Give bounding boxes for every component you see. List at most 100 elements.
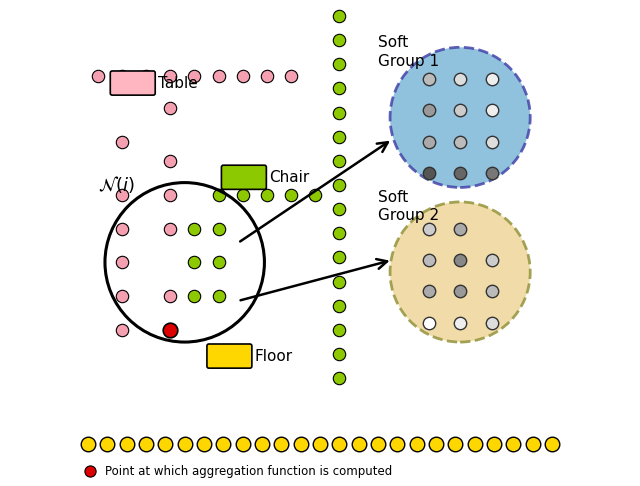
Point	[334, 326, 344, 334]
Point	[489, 440, 499, 448]
FancyBboxPatch shape	[207, 344, 252, 368]
Point	[486, 287, 497, 295]
Point	[424, 75, 434, 83]
Point	[237, 440, 248, 448]
Point	[237, 191, 248, 199]
Point	[213, 292, 223, 300]
Point	[486, 319, 497, 327]
Point	[116, 225, 127, 232]
Point	[450, 440, 460, 448]
Text: $\mathcal{N}(i)$: $\mathcal{N}(i)$	[98, 174, 134, 195]
Point	[334, 12, 344, 20]
Text: Point at which aggregation function is computed: Point at which aggregation function is c…	[105, 465, 392, 478]
Point	[189, 72, 200, 80]
Circle shape	[390, 47, 530, 188]
Point	[102, 440, 113, 448]
Point	[334, 133, 344, 140]
Point	[455, 138, 465, 145]
Point	[373, 440, 383, 448]
Point	[276, 440, 287, 448]
Point	[334, 109, 344, 117]
Point	[257, 440, 267, 448]
Point	[455, 256, 465, 264]
FancyBboxPatch shape	[221, 165, 266, 190]
Point	[486, 138, 497, 145]
Point	[85, 467, 95, 475]
Point	[141, 72, 151, 80]
Point	[334, 440, 344, 448]
Point	[213, 72, 223, 80]
Point	[455, 319, 465, 327]
Point	[455, 287, 465, 295]
Point	[286, 191, 296, 199]
Point	[486, 256, 497, 264]
Point	[160, 440, 170, 448]
Point	[315, 440, 325, 448]
Point	[547, 440, 557, 448]
Point	[213, 225, 223, 232]
Point	[199, 440, 209, 448]
FancyBboxPatch shape	[110, 71, 156, 95]
Point	[165, 157, 175, 165]
Point	[424, 225, 434, 232]
Circle shape	[390, 202, 530, 342]
Point	[213, 191, 223, 199]
Point	[141, 440, 151, 448]
Point	[334, 85, 344, 92]
Point	[116, 292, 127, 300]
Point	[116, 191, 127, 199]
Text: Soft
Group 2: Soft Group 2	[378, 190, 439, 224]
Text: Floor: Floor	[255, 348, 293, 364]
Point	[486, 75, 497, 83]
Point	[455, 169, 465, 177]
Point	[180, 440, 190, 448]
Point	[262, 191, 272, 199]
Point	[424, 319, 434, 327]
Point	[527, 440, 538, 448]
Point	[296, 440, 306, 448]
Point	[334, 157, 344, 165]
Point	[470, 440, 480, 448]
Point	[237, 72, 248, 80]
Point	[334, 302, 344, 310]
Point	[83, 440, 93, 448]
Point	[424, 169, 434, 177]
Point	[213, 259, 223, 266]
Point	[334, 205, 344, 213]
Point	[165, 104, 175, 112]
Point	[165, 326, 175, 334]
Point	[334, 36, 344, 44]
Point	[392, 440, 403, 448]
Point	[455, 75, 465, 83]
Point	[165, 72, 175, 80]
Point	[165, 191, 175, 199]
Point	[189, 292, 200, 300]
Point	[165, 326, 175, 334]
Point	[218, 440, 228, 448]
Point	[424, 106, 434, 114]
Text: Chair: Chair	[269, 170, 310, 185]
Point	[334, 350, 344, 358]
Point	[189, 259, 200, 266]
Point	[310, 191, 320, 199]
Point	[486, 169, 497, 177]
Point	[431, 440, 441, 448]
Text: Table: Table	[158, 75, 198, 90]
Point	[334, 254, 344, 261]
Point	[189, 225, 200, 232]
Point	[455, 225, 465, 232]
Point	[334, 374, 344, 382]
Point	[412, 440, 422, 448]
Point	[455, 106, 465, 114]
Point	[93, 72, 103, 80]
Point	[334, 181, 344, 189]
Point	[486, 106, 497, 114]
Point	[165, 292, 175, 300]
Point	[424, 138, 434, 145]
Point	[334, 60, 344, 68]
Point	[508, 440, 518, 448]
Point	[122, 440, 132, 448]
Point	[424, 287, 434, 295]
Point	[116, 259, 127, 266]
Point	[286, 72, 296, 80]
